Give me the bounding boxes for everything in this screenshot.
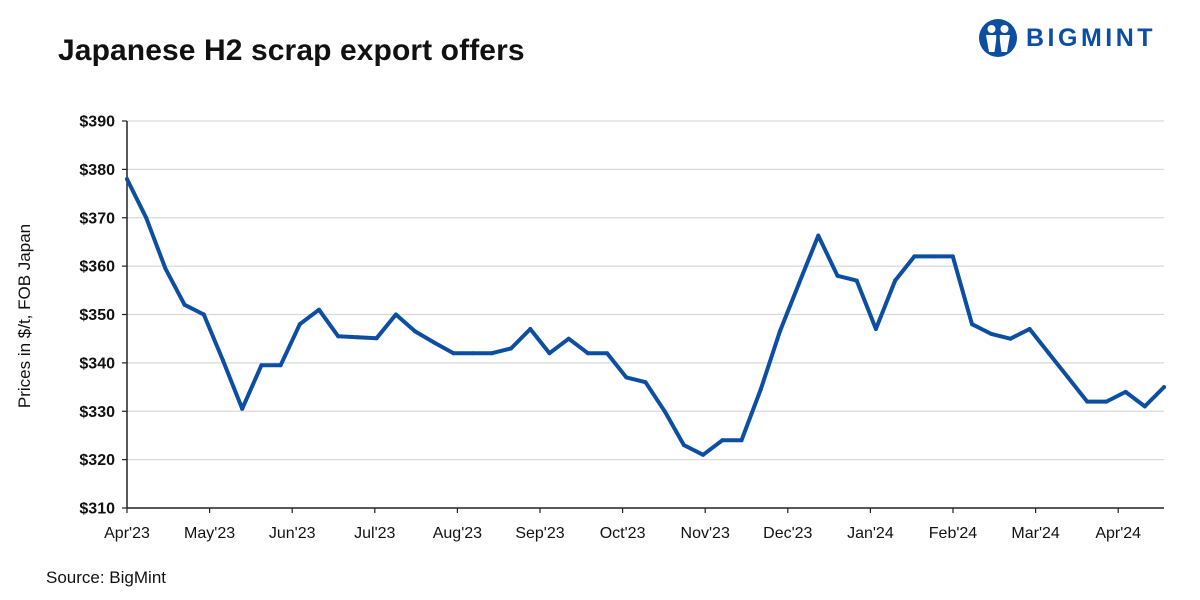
data-point	[816, 233, 821, 238]
data-point	[835, 273, 840, 278]
x-tick-label: Sep'23	[515, 525, 564, 542]
data-point	[970, 322, 974, 327]
x-tick-label: Oct'23	[600, 525, 646, 542]
x-tick-label: Nov'23	[681, 525, 730, 542]
data-point	[777, 329, 782, 334]
data-point	[566, 336, 571, 341]
data-point	[221, 358, 225, 363]
data-point	[662, 409, 667, 414]
y-tick-label: $310	[79, 501, 115, 518]
x-tick-label: Feb'24	[929, 525, 978, 542]
data-point	[489, 351, 494, 356]
data-point	[989, 331, 994, 336]
x-tick-label: May'23	[184, 525, 235, 542]
axes	[122, 120, 1164, 513]
data-point	[1104, 399, 1109, 404]
y-tick-label: $360	[79, 259, 115, 276]
y-tick-label: $330	[79, 404, 115, 421]
y-tick-label: $370	[79, 210, 115, 227]
data-point	[201, 312, 206, 317]
data-point	[374, 336, 379, 341]
y-axis-label: Prices in $/t, FOB Japan	[15, 224, 34, 408]
data-point	[912, 254, 917, 259]
data-point	[643, 380, 648, 385]
brand-name: BIGMINT	[1026, 23, 1157, 52]
data-point	[259, 363, 264, 368]
y-tick-label: $350	[79, 307, 115, 324]
data-point	[182, 302, 187, 307]
data-point	[528, 327, 533, 331]
data-point	[144, 215, 149, 220]
data-point	[893, 278, 898, 283]
data-point	[854, 278, 859, 283]
data-point	[163, 266, 168, 271]
data-point	[297, 322, 302, 327]
x-tick-labels: Apr'23 May'23 Jun'23 Jul'23 Aug'23 Sep'23 Oct'…	[104, 525, 1141, 542]
chart-title: Japanese H2 scrap export offers	[58, 34, 525, 67]
data-point	[758, 387, 763, 392]
data-point	[1027, 327, 1032, 331]
data-point	[605, 351, 610, 356]
data-point	[413, 329, 418, 334]
data-point	[547, 351, 552, 356]
data-point	[1008, 336, 1013, 341]
data-point	[1066, 375, 1070, 380]
y-tick-label: $390	[79, 114, 115, 131]
data-point	[681, 443, 686, 448]
x-tick-label: Jan'24	[847, 525, 894, 542]
y-tick-label: $340	[79, 355, 115, 372]
data-point	[1142, 404, 1147, 409]
data-point	[278, 363, 283, 368]
x-tick-label: Jul'23	[354, 525, 395, 542]
data-point	[624, 375, 629, 380]
data-point	[509, 346, 514, 351]
data-point	[432, 340, 437, 345]
gridlines	[127, 120, 1164, 461]
data-point	[739, 438, 744, 443]
data-point	[1046, 351, 1051, 356]
y-tick-label: $380	[79, 162, 115, 179]
x-tick-label: Aug'23	[433, 525, 482, 542]
data-point	[701, 452, 706, 457]
series-line	[125, 177, 1166, 457]
data-point	[797, 281, 802, 286]
data-point	[1085, 399, 1090, 404]
data-point	[873, 327, 878, 331]
data-point	[451, 351, 456, 356]
data-point	[585, 351, 590, 356]
y-tick-label: $320	[79, 452, 115, 469]
x-tick-label: Apr'24	[1095, 525, 1141, 542]
data-point	[355, 335, 360, 340]
data-point	[1162, 385, 1166, 390]
y-tick-labels: $310 $320 $330 $340 $350 $360 $370 $380 $390	[79, 114, 115, 518]
data-point	[931, 254, 936, 259]
brand-logo: BIGMINT	[978, 16, 1156, 60]
data-point	[1123, 389, 1128, 394]
data-point	[720, 438, 725, 443]
x-tick-label: Dec'23	[763, 525, 812, 542]
data-point	[393, 312, 398, 317]
x-tick-label: Apr'23	[104, 525, 150, 542]
data-point	[336, 334, 341, 339]
data-point	[240, 406, 245, 411]
x-tick-label: Mar'24	[1011, 525, 1060, 542]
bigmint-logo-icon	[979, 19, 1017, 57]
series-layer	[125, 177, 1166, 457]
data-point	[125, 177, 129, 182]
data-point	[950, 254, 955, 259]
data-point	[470, 351, 475, 356]
x-tick-label: Jun'23	[269, 525, 316, 542]
source-note: Source: BigMint	[46, 568, 166, 587]
data-point	[317, 307, 321, 312]
